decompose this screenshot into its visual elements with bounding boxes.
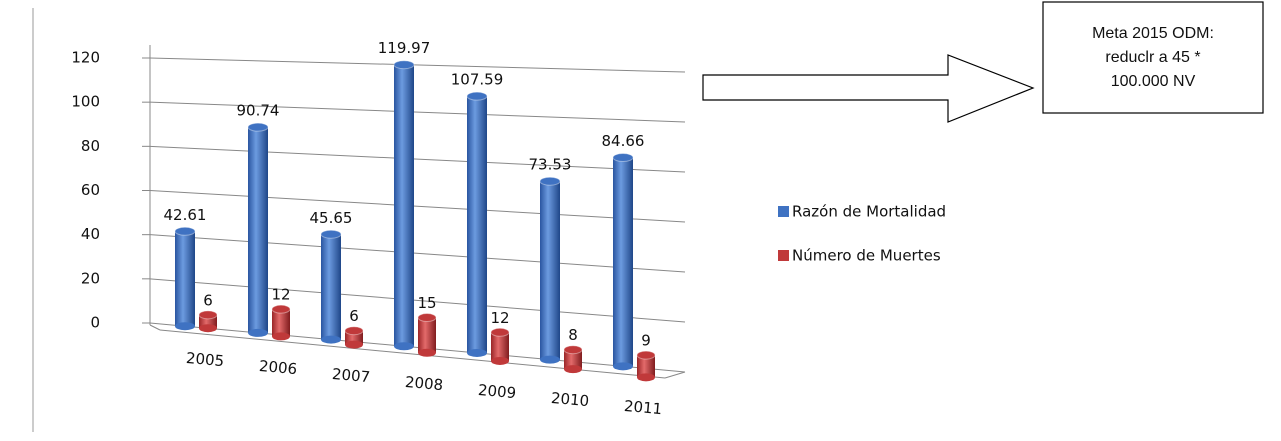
x-tick-label: 2011 [623, 397, 663, 418]
annotation-line: Meta 2015 ODM: [1092, 25, 1214, 42]
y-tick-label: 0 [90, 314, 100, 332]
data-label: 73.53 [529, 156, 572, 174]
bar-cap [563, 345, 583, 355]
bar-cap [466, 91, 488, 101]
x-tick-label: 2010 [550, 389, 590, 410]
grid-line [149, 234, 686, 273]
x-tick-label: 2006 [258, 357, 298, 378]
bar-cap [198, 310, 218, 320]
data-label: 45.65 [310, 209, 353, 227]
data-label: 15 [417, 294, 436, 312]
bar-cap [539, 176, 561, 186]
grid-line [149, 322, 686, 373]
bar-base [564, 365, 582, 374]
grid-line [149, 278, 686, 323]
bar-base [394, 342, 414, 351]
y-tick-label: 100 [71, 93, 100, 111]
bar-cap [344, 326, 364, 336]
data-label: 6 [349, 307, 359, 325]
data-label: 90.74 [237, 102, 280, 120]
bar-base [175, 322, 195, 331]
bar-base [199, 324, 217, 333]
bar-cap [271, 304, 291, 314]
legend-swatch [778, 206, 789, 217]
data-label: 12 [271, 286, 290, 304]
bar [540, 181, 560, 360]
bar [175, 231, 195, 327]
data-label: 9 [641, 332, 651, 350]
grid-line [149, 190, 686, 223]
bar [321, 234, 341, 340]
data-label: 107.59 [451, 71, 504, 89]
x-tick-label: 2005 [185, 349, 225, 370]
bar-cap [393, 60, 415, 70]
bar [248, 127, 268, 333]
bar-base [637, 373, 655, 382]
bar-cap [636, 350, 656, 360]
bar-base [418, 348, 436, 357]
bar [467, 96, 487, 353]
legend-label: Razón de Mortalidad [792, 203, 946, 221]
x-tick-label: 2008 [404, 373, 444, 394]
bar [418, 317, 436, 353]
grid-line [149, 101, 686, 123]
x-tick-label: 2007 [331, 365, 371, 386]
data-label: 6 [203, 291, 213, 309]
annotation-line: 100.000 NV [1111, 73, 1196, 90]
bar-base [467, 348, 487, 357]
bar [272, 309, 290, 337]
bar-cap [417, 313, 437, 323]
bar-cap [247, 122, 269, 132]
y-tick-label: 80 [81, 137, 100, 155]
data-label: 119.97 [378, 39, 431, 57]
bar-base [272, 332, 290, 341]
annotation-box [1042, 1, 1264, 114]
grid-line [149, 145, 686, 173]
bar-base [248, 328, 268, 337]
bar-cap [612, 153, 634, 163]
y-tick-label: 20 [81, 269, 100, 287]
arrow [702, 54, 1035, 123]
bar [637, 355, 655, 378]
legend-label: Número de Muertes [792, 247, 941, 265]
bar-base [345, 340, 363, 349]
legend-swatch [778, 250, 789, 261]
bar-cap [490, 327, 510, 337]
bar-base [321, 335, 341, 344]
floor-edge [664, 371, 686, 379]
data-label: 42.61 [164, 206, 207, 224]
bar [491, 332, 509, 361]
grid-line [149, 57, 686, 73]
x-tick-label: 2009 [477, 381, 517, 402]
bar [564, 349, 582, 370]
y-tick-label: 60 [81, 181, 100, 199]
data-label: 12 [490, 309, 509, 327]
annotation-line: reduclr a 45 * [1105, 49, 1200, 66]
data-label: 84.66 [602, 132, 645, 150]
bar-cap [174, 226, 196, 236]
y-tick-label: 120 [71, 49, 100, 67]
floor-edge [149, 324, 161, 331]
bar-base [491, 356, 509, 365]
data-label: 8 [568, 326, 578, 344]
bar [394, 64, 414, 347]
bar-cap [320, 229, 342, 239]
bar-base [613, 362, 633, 371]
bar [613, 157, 633, 367]
bar-base [540, 355, 560, 364]
y-tick-label: 40 [81, 225, 100, 243]
